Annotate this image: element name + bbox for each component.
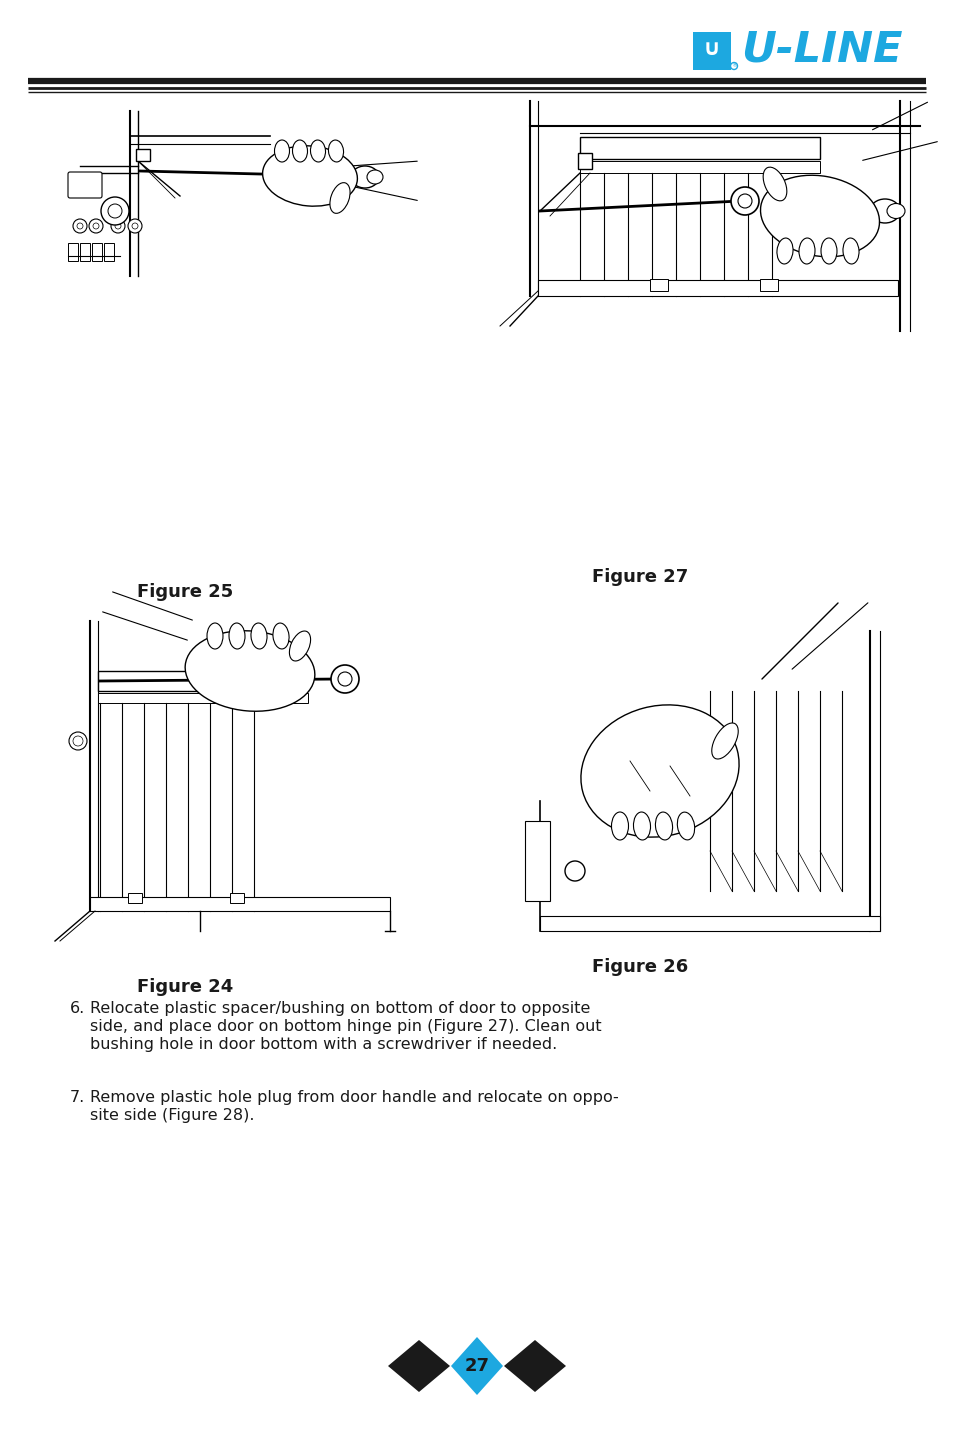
Text: site side (Figure 28).: site side (Figure 28). xyxy=(90,1108,254,1123)
Ellipse shape xyxy=(251,622,267,650)
Circle shape xyxy=(564,861,584,881)
Text: bushing hole in door bottom with a screwdriver if needed.: bushing hole in door bottom with a screw… xyxy=(90,1037,557,1052)
FancyArrowPatch shape xyxy=(761,602,837,680)
Circle shape xyxy=(73,736,83,746)
Bar xyxy=(90,897,390,912)
Polygon shape xyxy=(503,1339,565,1392)
Circle shape xyxy=(111,219,125,233)
Ellipse shape xyxy=(886,203,904,219)
Text: side, and place door on bottom hinge pin (Figure 27). Clean out: side, and place door on bottom hinge pin… xyxy=(90,1019,601,1035)
Ellipse shape xyxy=(293,140,307,162)
Text: ∪: ∪ xyxy=(702,39,720,59)
FancyArrowPatch shape xyxy=(353,162,416,166)
Bar xyxy=(128,893,142,903)
Text: 6.: 6. xyxy=(70,1002,85,1016)
Ellipse shape xyxy=(580,705,739,837)
Text: Remove plastic hole plug from door handle and relocate on oppo-: Remove plastic hole plug from door handl… xyxy=(90,1090,618,1105)
Bar xyxy=(91,243,102,260)
Bar xyxy=(230,893,244,903)
Bar xyxy=(539,916,879,932)
Bar xyxy=(80,243,90,260)
Ellipse shape xyxy=(310,140,325,162)
Ellipse shape xyxy=(273,622,289,648)
Circle shape xyxy=(108,205,122,218)
Text: Figure 27: Figure 27 xyxy=(591,568,687,587)
Ellipse shape xyxy=(262,146,357,206)
FancyArrowPatch shape xyxy=(872,102,926,130)
Bar xyxy=(98,693,308,703)
Polygon shape xyxy=(388,1339,450,1392)
FancyArrowPatch shape xyxy=(862,142,937,160)
FancyArrowPatch shape xyxy=(353,186,416,200)
FancyArrowPatch shape xyxy=(103,612,187,640)
Ellipse shape xyxy=(762,167,786,200)
Ellipse shape xyxy=(611,811,628,840)
Ellipse shape xyxy=(328,140,343,162)
Circle shape xyxy=(115,223,121,229)
Ellipse shape xyxy=(869,199,899,223)
Polygon shape xyxy=(451,1337,502,1395)
Circle shape xyxy=(92,223,99,229)
Bar xyxy=(537,280,897,296)
Bar xyxy=(692,31,730,70)
Bar xyxy=(104,243,113,260)
Ellipse shape xyxy=(799,238,814,263)
Ellipse shape xyxy=(289,631,311,661)
Circle shape xyxy=(132,223,138,229)
Circle shape xyxy=(89,219,103,233)
Ellipse shape xyxy=(207,622,223,650)
Text: Figure 24: Figure 24 xyxy=(136,977,233,996)
Bar xyxy=(68,243,78,260)
Ellipse shape xyxy=(274,140,289,162)
Text: Figure 26: Figure 26 xyxy=(591,957,687,976)
Ellipse shape xyxy=(776,238,792,263)
Ellipse shape xyxy=(711,723,738,758)
Ellipse shape xyxy=(330,183,350,213)
Text: 7.: 7. xyxy=(70,1090,85,1105)
Circle shape xyxy=(73,219,87,233)
Bar xyxy=(760,279,778,290)
FancyArrowPatch shape xyxy=(112,592,193,620)
Ellipse shape xyxy=(229,622,245,650)
Bar xyxy=(98,671,308,691)
Bar xyxy=(579,137,820,159)
Circle shape xyxy=(101,197,129,225)
Circle shape xyxy=(730,187,759,215)
Circle shape xyxy=(738,195,751,207)
Ellipse shape xyxy=(351,166,378,187)
Text: ®: ® xyxy=(730,63,737,69)
Text: Figure 25: Figure 25 xyxy=(136,582,233,601)
Ellipse shape xyxy=(185,631,314,711)
Bar xyxy=(579,162,820,173)
Ellipse shape xyxy=(633,811,650,840)
Circle shape xyxy=(337,673,352,685)
Ellipse shape xyxy=(367,170,382,185)
Bar xyxy=(578,153,592,169)
Text: U-LINE: U-LINE xyxy=(740,29,902,70)
Circle shape xyxy=(128,219,142,233)
Ellipse shape xyxy=(842,238,858,263)
FancyBboxPatch shape xyxy=(68,172,102,197)
Ellipse shape xyxy=(677,813,694,840)
Circle shape xyxy=(331,665,358,693)
Circle shape xyxy=(69,733,87,750)
Text: Relocate plastic spacer/bushing on bottom of door to opposite: Relocate plastic spacer/bushing on botto… xyxy=(90,1002,590,1016)
Bar xyxy=(649,279,667,290)
Ellipse shape xyxy=(655,811,672,840)
Ellipse shape xyxy=(821,238,836,263)
Ellipse shape xyxy=(760,175,879,256)
Circle shape xyxy=(77,223,83,229)
Text: 27: 27 xyxy=(464,1357,489,1375)
Bar xyxy=(136,149,150,162)
FancyArrowPatch shape xyxy=(791,602,867,670)
Bar xyxy=(524,821,550,902)
